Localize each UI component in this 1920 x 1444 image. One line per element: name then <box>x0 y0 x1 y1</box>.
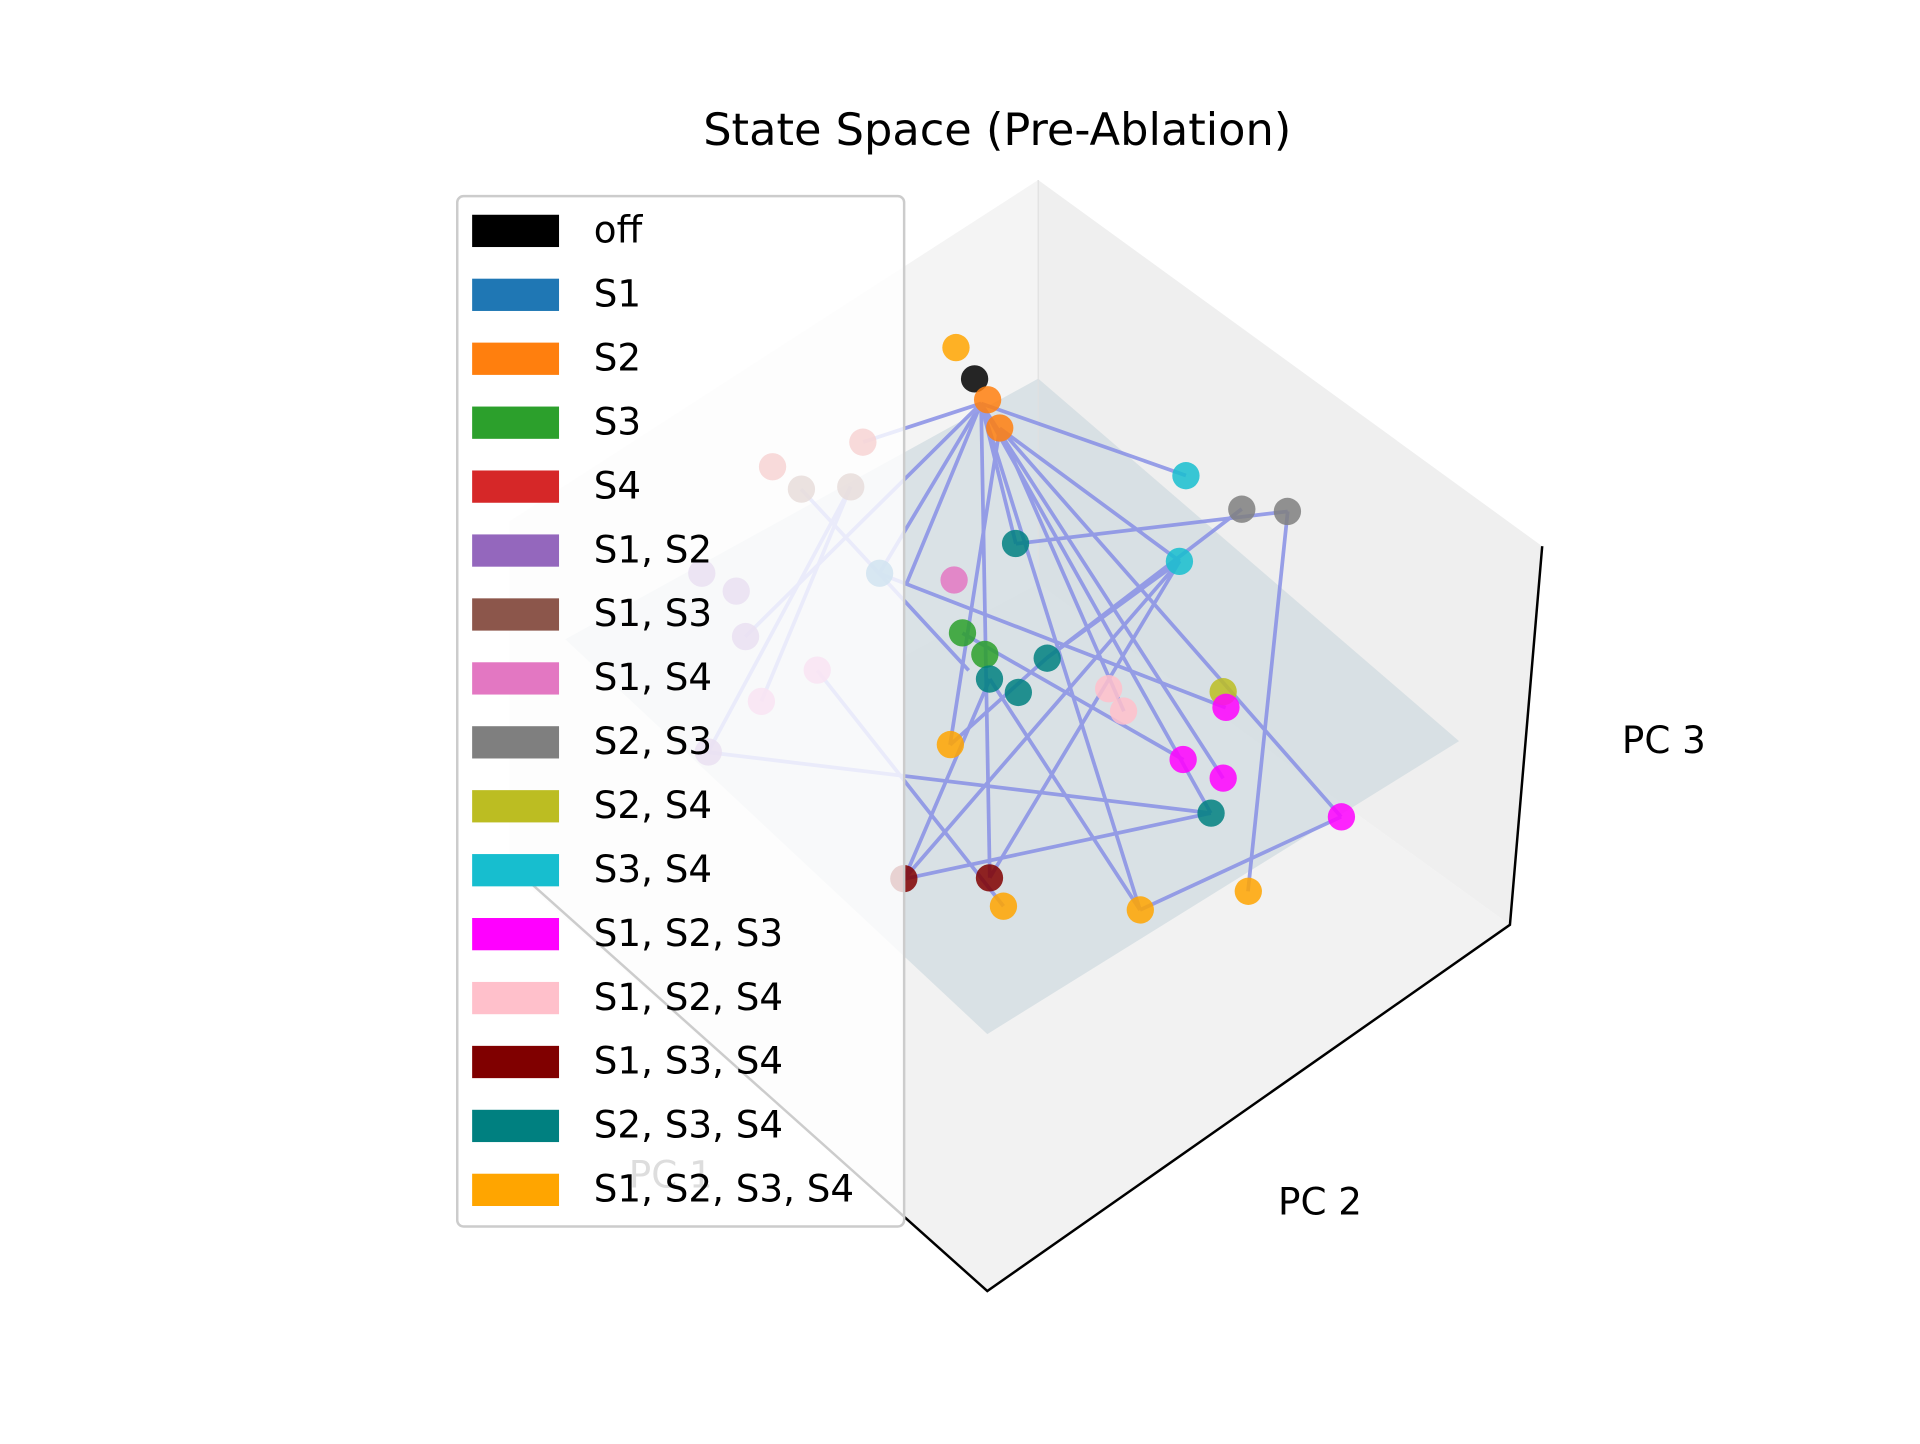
point <box>1165 547 1194 576</box>
point <box>971 640 999 669</box>
y-axis-label: PC 2 <box>1278 1180 1362 1224</box>
legend-label: S2, S3 <box>594 719 712 763</box>
point <box>1273 497 1302 526</box>
legend-label: S2 <box>594 336 641 380</box>
legend-label: S1 <box>594 272 641 316</box>
legend-swatch <box>472 278 560 311</box>
legend-label: S1, S2, S4 <box>594 975 783 1019</box>
point <box>948 619 977 647</box>
chart-title: State Space (Pre-Ablation) <box>703 104 1291 156</box>
legend-swatch <box>472 598 560 631</box>
point <box>1228 495 1256 523</box>
legend-swatch <box>472 342 560 375</box>
legend-swatch <box>472 1109 560 1143</box>
legend: off S1 S2 S3 S4 S1, S2 S1, S3 S1, S4 S2, S3 S2, S… <box>456 194 906 1228</box>
legend-label: S1, S3, S4 <box>594 1039 783 1083</box>
legend-swatch <box>472 790 560 823</box>
point <box>1169 745 1197 774</box>
legend-label: S3, S4 <box>594 847 712 891</box>
point <box>936 730 965 759</box>
legend-swatch <box>472 726 560 759</box>
point <box>1033 644 1061 672</box>
legend-swatch <box>472 981 560 1015</box>
legend-label: S4 <box>594 463 641 507</box>
legend-box <box>456 194 906 1228</box>
legend-swatch <box>472 918 560 951</box>
point <box>973 386 1002 414</box>
legend-label: S2, S4 <box>594 783 712 827</box>
legend-label: S1, S4 <box>594 655 712 699</box>
legend-swatch <box>472 534 560 567</box>
point <box>1172 462 1200 490</box>
legend-swatch <box>472 662 560 695</box>
point <box>960 365 989 393</box>
legend-label: S2, S3, S4 <box>594 1103 783 1147</box>
legend-swatch <box>472 406 560 439</box>
point <box>1212 693 1240 721</box>
legend-label: S1, S3 <box>594 591 712 635</box>
z-axis-label: PC 3 <box>1622 718 1706 762</box>
point <box>1126 896 1154 924</box>
point <box>942 333 970 362</box>
point <box>989 892 1018 920</box>
point <box>1234 877 1262 905</box>
legend-swatch <box>472 1045 560 1079</box>
legend-label: S3 <box>594 399 641 443</box>
point <box>975 864 1004 892</box>
legend-label: off <box>594 208 644 252</box>
point <box>975 665 1004 693</box>
legend-label: S1, S2 <box>594 527 712 571</box>
legend-label: S1, S2, S3 <box>594 911 783 955</box>
point <box>1004 678 1032 707</box>
legend-swatch <box>472 470 560 503</box>
point <box>1197 799 1225 827</box>
point <box>1001 529 1030 558</box>
point <box>1209 764 1237 792</box>
legend-swatch <box>472 214 560 248</box>
point <box>1109 697 1138 725</box>
point <box>1095 675 1123 703</box>
legend-swatch <box>472 1173 560 1206</box>
legend-label: S1, S2, S3, S4 <box>594 1167 854 1211</box>
point <box>1327 803 1356 831</box>
point <box>986 414 1014 442</box>
legend-swatch <box>472 854 560 887</box>
point <box>940 566 968 594</box>
